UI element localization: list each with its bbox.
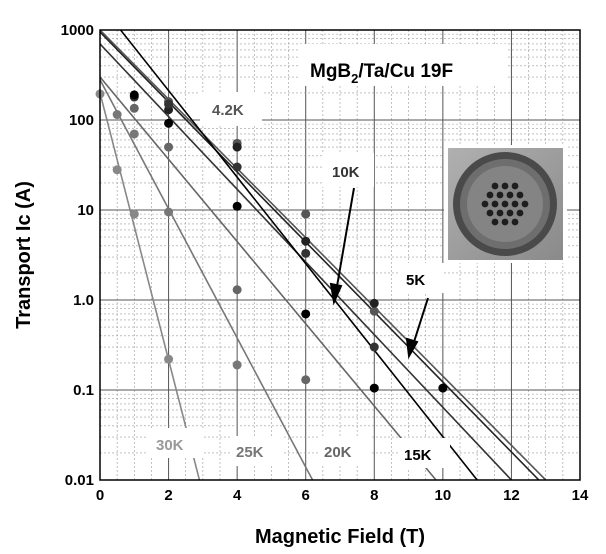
fit-line-10k: [100, 43, 513, 480]
data-point-25k: [232, 360, 242, 370]
data-point-10k: [164, 99, 174, 109]
x-tick-label: 12: [503, 487, 520, 504]
fit-line-15k: [119, 30, 478, 480]
data-point-30k: [164, 354, 174, 364]
y-tick-label: 0.1: [73, 382, 94, 399]
data-point-15k: [164, 118, 174, 128]
fit-line-25k: [100, 79, 314, 480]
fit-line-20k: [100, 76, 437, 480]
label-20K: 20K: [324, 444, 352, 461]
label-5K: 5K: [406, 272, 425, 289]
x-tick-label: 10: [435, 487, 452, 504]
filament: [486, 209, 494, 217]
filament: [516, 191, 524, 199]
fit-line-4-2k: [100, 30, 547, 480]
data-point-20k: [232, 285, 242, 295]
arrow-10K-head: [329, 282, 343, 306]
arrow-5K: [412, 297, 429, 346]
data-point-5k: [369, 298, 379, 308]
label-30K: 30K: [156, 437, 184, 454]
label-25K: 25K: [236, 444, 264, 461]
x-tick-label: 8: [370, 487, 378, 504]
filament: [491, 182, 499, 190]
data-point-15k: [438, 383, 448, 393]
fit-lines: [100, 30, 547, 480]
title-box: [300, 44, 508, 86]
data-point-20k: [129, 103, 139, 113]
filament: [496, 209, 504, 217]
filament: [501, 218, 509, 226]
filament: [521, 200, 529, 208]
data-point-15k: [369, 383, 379, 393]
title-main: MgB: [310, 61, 351, 82]
filament: [501, 182, 509, 190]
filament: [506, 209, 514, 217]
x-tick-label: 0: [96, 487, 104, 504]
data-point-4-2k: [369, 306, 379, 316]
fit-line-30k: [100, 92, 201, 480]
curve-labels: 4.2K 10K 5K 30K 25K 20K 15K: [148, 92, 450, 468]
filament: [481, 200, 489, 208]
filament: [511, 200, 519, 208]
data-point-10k: [369, 342, 379, 352]
data-point-10k: [232, 162, 242, 172]
data-point-25k: [164, 207, 174, 217]
filament: [496, 191, 504, 199]
filament: [491, 200, 499, 208]
data-point-15k: [232, 201, 242, 211]
y-tick-label: 1.0: [73, 292, 94, 309]
y-axis-title: Transport Ic (A): [13, 181, 35, 329]
x-axis-title: Magnetic Field (T): [255, 526, 425, 548]
y-tick-label: 0.01: [65, 472, 94, 489]
x-tick-labels: 0 2 4 6 8 10 12 14: [96, 487, 589, 504]
x-tick-label: 14: [572, 487, 589, 504]
x-tick-label: 6: [302, 487, 310, 504]
arrows: [329, 187, 429, 360]
x-tick-label: 2: [164, 487, 172, 504]
data-point-10k: [301, 248, 311, 258]
arrow-10K: [335, 187, 355, 293]
y-tick-label: 1000: [61, 22, 94, 39]
x-tick-label: 4: [233, 487, 242, 504]
plot-frame: [99, 29, 581, 481]
label-10K: 10K: [332, 164, 360, 181]
label-15K: 15K: [404, 447, 432, 464]
inset-micrograph: [444, 145, 567, 263]
data-point-5k: [301, 236, 311, 246]
data-point-30k: [112, 165, 122, 175]
fit-line-5k: [100, 31, 540, 480]
label-4.2K: 4.2K: [212, 102, 244, 119]
y-tick-label: 10: [77, 202, 94, 219]
data-point-30k: [129, 209, 139, 219]
data-point-25k: [129, 129, 139, 139]
data-point-4-2k: [301, 209, 311, 219]
filament: [486, 191, 494, 199]
data-point-15k: [129, 90, 139, 100]
data-point-25k: [112, 110, 122, 120]
filament: [501, 200, 509, 208]
data-point-20k: [301, 375, 311, 385]
data-points: [95, 89, 448, 393]
filament: [506, 191, 514, 199]
title-rest: /Ta/Cu 19F: [358, 61, 453, 82]
filament: [511, 218, 519, 226]
data-point-15k: [301, 309, 311, 319]
filament: [511, 182, 519, 190]
filament: [516, 209, 524, 217]
filament: [491, 218, 499, 226]
arrow-5K-head: [405, 337, 419, 360]
chart-title: MgB2/Ta/Cu 19F: [310, 61, 453, 86]
title-subscript: 2: [351, 71, 358, 86]
data-point-20k: [164, 142, 174, 152]
data-point-5k: [232, 142, 242, 152]
y-tick-label: 100: [69, 112, 94, 129]
y-tick-labels: 0.01 0.1 1.0 10 100 1000: [61, 22, 94, 489]
